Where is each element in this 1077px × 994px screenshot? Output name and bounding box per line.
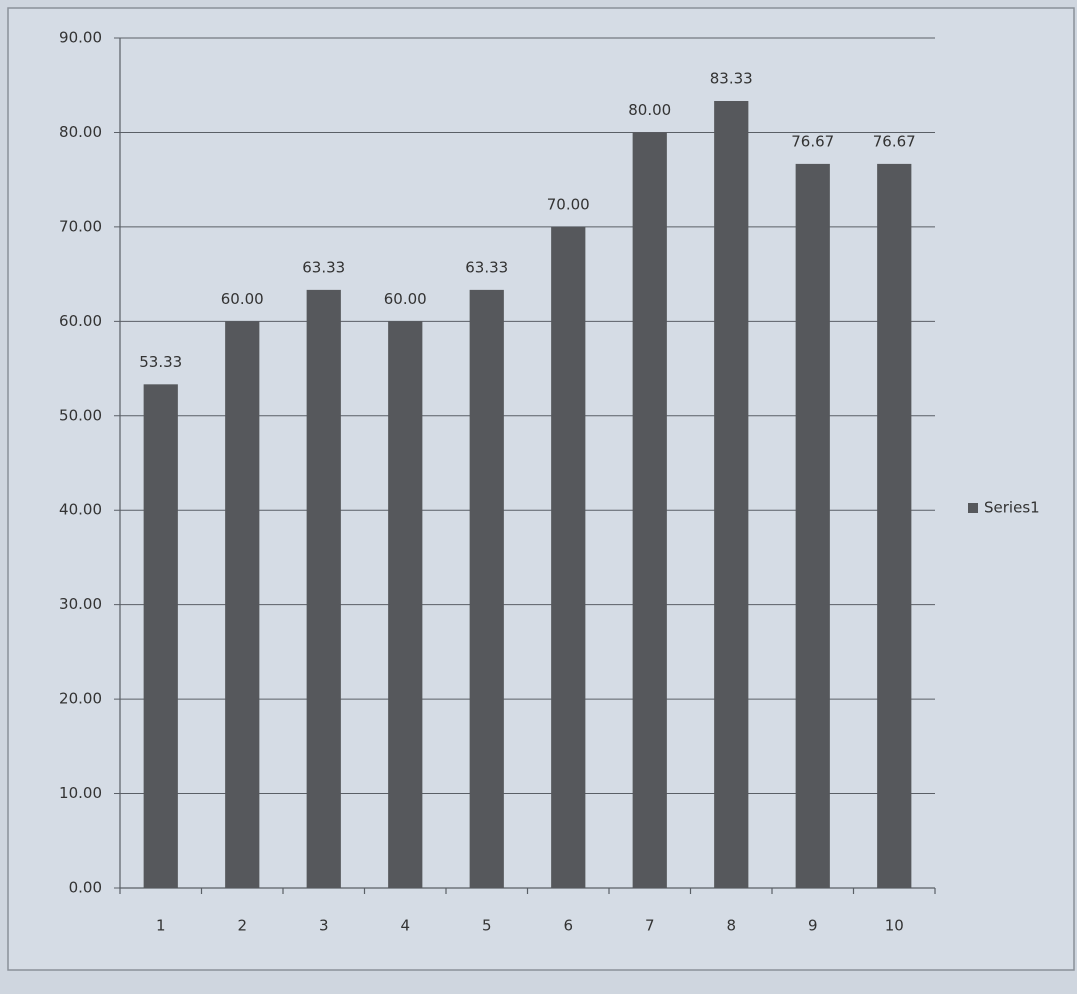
x-tick-label: 4	[400, 917, 410, 935]
data-label: 83.33	[710, 69, 753, 87]
bar	[143, 384, 178, 888]
data-label: 53.33	[139, 353, 182, 371]
x-tick-label: 8	[726, 917, 736, 935]
y-tick-label: 40.00	[59, 501, 102, 519]
x-tick-label: 9	[808, 917, 818, 935]
data-label: 70.00	[547, 195, 590, 213]
x-tick-label: 7	[645, 917, 655, 935]
bar	[714, 100, 749, 888]
bar	[551, 226, 586, 888]
y-tick-label: 60.00	[59, 312, 102, 330]
data-label: 60.00	[221, 290, 264, 308]
y-tick-label: 70.00	[59, 217, 102, 235]
x-tick-label: 6	[563, 917, 573, 935]
y-tick-label: 10.00	[59, 784, 102, 802]
y-tick-label: 50.00	[59, 406, 102, 424]
bar	[632, 132, 667, 888]
x-tick-label: 1	[156, 917, 166, 935]
y-tick-label: 80.00	[59, 123, 102, 141]
data-label: 63.33	[302, 258, 345, 276]
data-label: 76.67	[873, 132, 916, 150]
bar	[306, 289, 341, 889]
x-tick-label: 5	[482, 917, 492, 935]
x-tick-label: 2	[237, 917, 247, 935]
y-tick-label: 20.00	[59, 690, 102, 708]
y-tick-label: 90.00	[59, 29, 102, 47]
legend-swatch	[968, 503, 978, 513]
bar	[795, 163, 830, 889]
bar	[225, 321, 260, 888]
y-tick-label: 0.00	[69, 879, 102, 897]
y-tick-label: 30.00	[59, 595, 102, 613]
bar	[877, 163, 912, 889]
bar	[469, 289, 504, 889]
data-label: 60.00	[384, 290, 427, 308]
x-tick-label: 10	[885, 917, 904, 935]
data-label: 76.67	[791, 132, 834, 150]
data-label: 63.33	[465, 258, 508, 276]
data-label: 80.00	[628, 101, 671, 119]
x-tick-label: 3	[319, 917, 329, 935]
legend-label: Series1	[984, 499, 1040, 517]
bar	[388, 321, 423, 888]
